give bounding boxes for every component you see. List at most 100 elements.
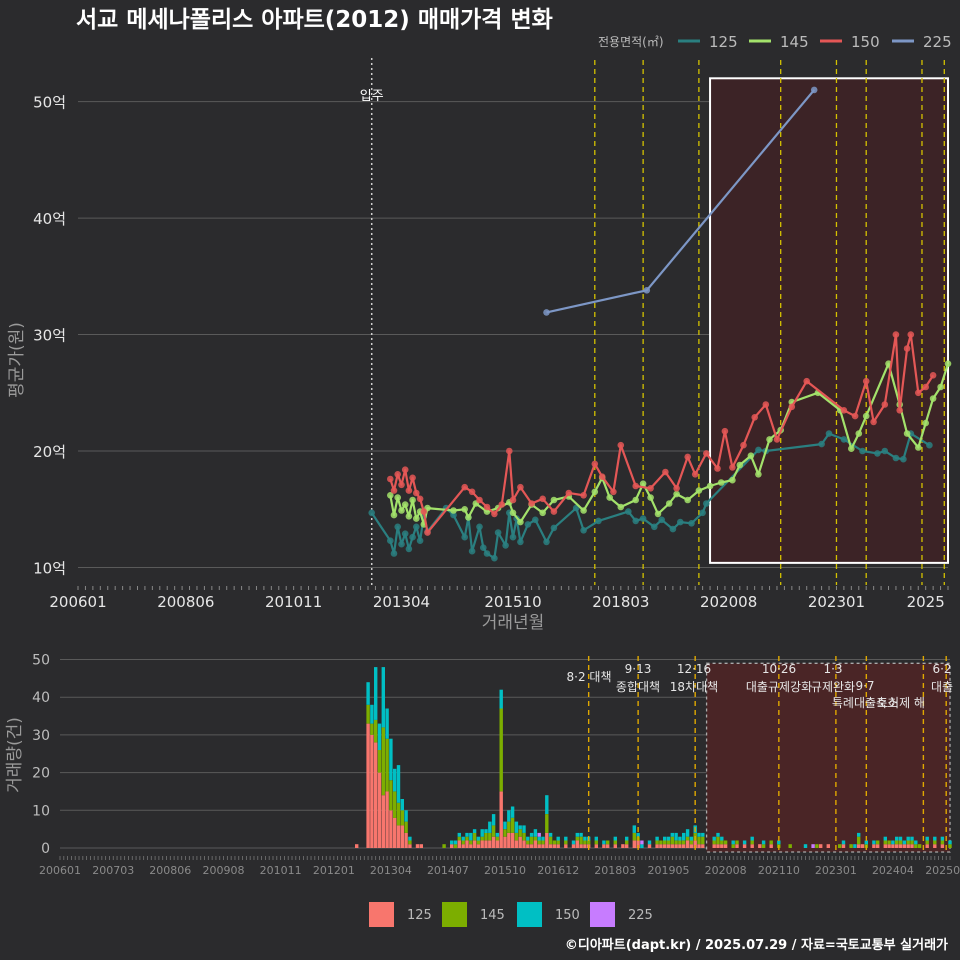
- price-point-125: [580, 527, 587, 534]
- volume-bar-125: [476, 844, 481, 848]
- price-point-125: [509, 533, 517, 541]
- volume-bar-125: [510, 832, 515, 848]
- price-point-145: [617, 503, 625, 511]
- volume-bar-145: [682, 840, 686, 845]
- volume-bar-150: [925, 836, 929, 841]
- volume-bar-150: [640, 844, 644, 848]
- volume-bar-145: [491, 825, 496, 837]
- volume-highlight-box: [705, 662, 951, 853]
- price-point-125: [926, 441, 933, 449]
- volume-bar-125: [495, 840, 500, 848]
- price-point-125: [390, 550, 398, 557]
- price-point-125: [550, 524, 558, 532]
- price-point-145: [461, 506, 469, 513]
- volume-bar-145: [575, 836, 579, 841]
- volume-bar-145: [461, 840, 465, 845]
- volume-bar-145: [815, 844, 819, 848]
- volume-bar-150: [853, 844, 857, 848]
- volume-bar-125: [670, 844, 674, 848]
- volume-legend-label-145: 145: [480, 908, 505, 923]
- policy-label: 9·7: [855, 679, 874, 693]
- volume-bar-125: [529, 844, 534, 848]
- volume-bar-145: [408, 840, 412, 845]
- price-point-125: [677, 518, 684, 526]
- volume-bar-125: [545, 832, 549, 848]
- volume-bar-125: [906, 844, 910, 848]
- price-point-145: [929, 395, 937, 402]
- volume-bar-150: [632, 825, 636, 833]
- volume-bar-125: [701, 844, 705, 848]
- volume-bar-150: [564, 836, 568, 841]
- price-point-125: [409, 533, 416, 541]
- price-point-125: [405, 545, 413, 553]
- price-point-145: [729, 476, 736, 484]
- volume-bar-125: [514, 840, 519, 848]
- volume-bar-150: [370, 704, 374, 724]
- price-x-tick-label: 202008: [700, 593, 757, 611]
- price-point-145: [394, 494, 402, 501]
- volume-bar-150: [731, 840, 735, 845]
- volume-bar-145: [442, 844, 446, 848]
- price-point-150: [413, 489, 420, 497]
- volume-bar-125: [415, 844, 420, 848]
- price-point-150: [610, 488, 617, 496]
- volume-bar-145: [518, 829, 522, 837]
- volume-bar-145: [910, 840, 914, 845]
- volume-bar-125: [552, 844, 557, 848]
- price-point-125: [688, 520, 695, 527]
- price-point-150: [840, 407, 848, 414]
- volume-bar-150: [682, 832, 686, 841]
- price-point-125: [669, 525, 677, 533]
- volume-bar-125: [723, 844, 728, 848]
- volume-bar-145: [514, 832, 519, 841]
- volume-bar-125: [655, 844, 659, 848]
- volume-bar-125: [564, 844, 568, 848]
- volume-bar-125: [533, 840, 538, 848]
- volume-bar-145: [674, 840, 678, 845]
- volume-bar-145: [849, 844, 853, 848]
- volume-bar-150: [499, 689, 503, 709]
- price-point-150: [580, 492, 587, 499]
- volume-bar-150: [526, 836, 530, 841]
- volume-bar-145: [507, 821, 511, 833]
- volume-bar-125: [355, 844, 359, 848]
- price-point-125: [874, 450, 881, 457]
- price-point-145: [915, 444, 922, 451]
- volume-bar-150: [522, 825, 526, 833]
- volume-bar-125: [404, 832, 408, 848]
- price-y-axis-title: 평균가(원): [7, 322, 27, 398]
- price-point-150: [409, 474, 416, 482]
- policy-sublabel: 18차대책: [670, 679, 718, 694]
- volume-bar-125: [381, 795, 385, 848]
- volume-bar-145: [625, 840, 629, 845]
- policy-label: 6·2: [932, 662, 951, 676]
- volume-bar-150: [883, 836, 887, 841]
- volume-bar-145: [370, 723, 374, 735]
- price-point-150: [740, 441, 747, 449]
- volume-bar-125: [480, 840, 484, 848]
- price-point-150: [662, 468, 669, 476]
- price-point-125: [387, 537, 394, 544]
- volume-bar-125: [396, 825, 401, 848]
- price-point-125: [699, 509, 706, 517]
- volume-bar-150: [408, 836, 412, 841]
- volume-bar-150: [579, 832, 583, 837]
- volume-bar-145: [632, 832, 636, 841]
- price-point-145: [755, 471, 762, 478]
- volume-bar-145: [499, 708, 503, 792]
- price-point-125: [840, 436, 848, 443]
- price-point-125: [413, 523, 420, 531]
- price-point-150: [929, 372, 937, 379]
- price-point-150: [498, 501, 506, 508]
- volume-bar-125: [374, 742, 378, 848]
- volume-bar-125: [579, 844, 583, 848]
- volume-bar-145: [655, 840, 659, 845]
- volume-bar-145: [385, 738, 389, 792]
- volume-bar-150: [518, 825, 522, 830]
- volume-bar-150: [545, 795, 549, 814]
- volume-bar-125: [556, 844, 560, 848]
- volume-bar-125: [647, 844, 652, 848]
- volume-bar-125: [872, 844, 876, 848]
- volume-bar-145: [857, 836, 861, 845]
- volume-bar-150: [529, 832, 534, 837]
